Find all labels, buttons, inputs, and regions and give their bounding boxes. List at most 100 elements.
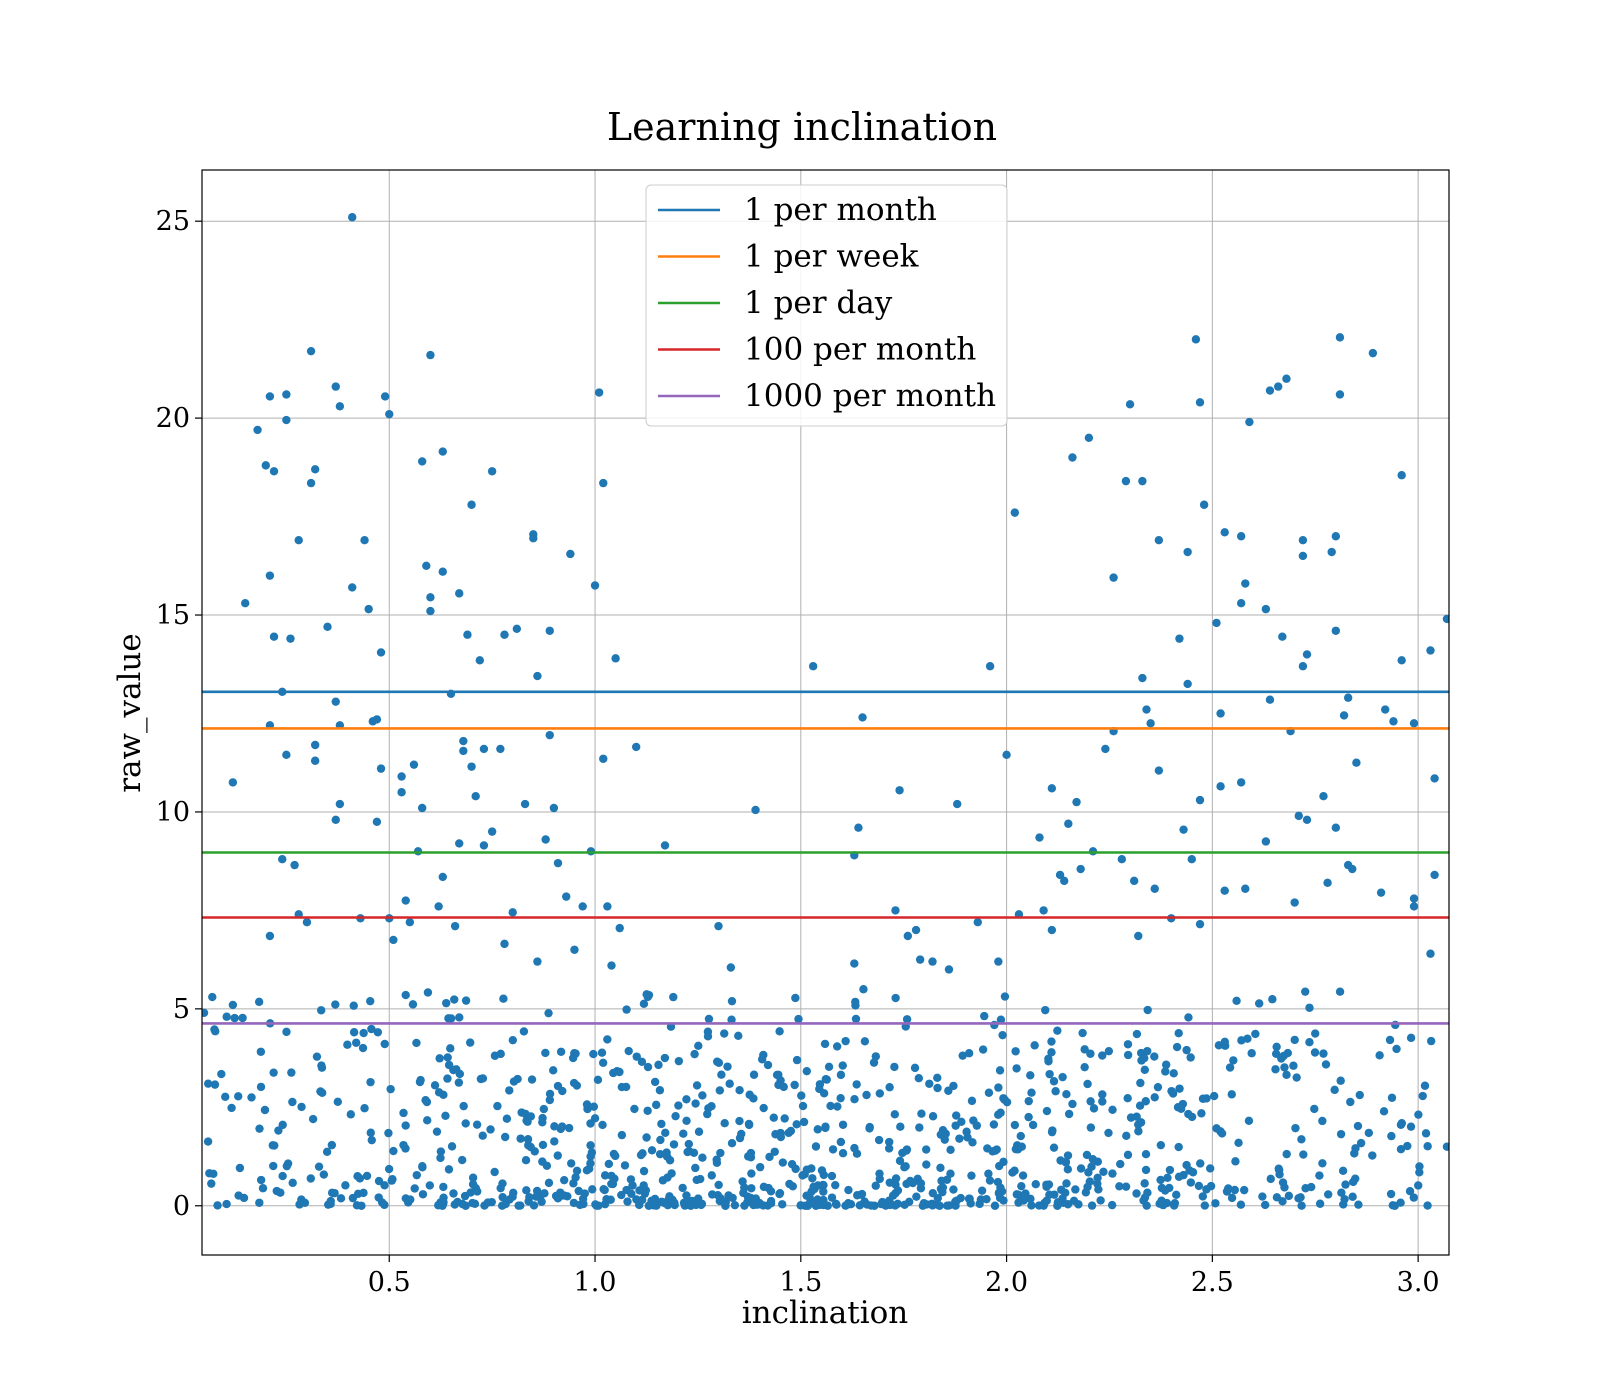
scatter-point — [725, 1079, 734, 1088]
scatter-point — [1030, 1041, 1039, 1050]
scatter-point — [1331, 626, 1341, 635]
scatter-point — [821, 1123, 830, 1133]
scatter-point — [572, 1166, 582, 1176]
scatter-point — [994, 1110, 1003, 1119]
scatter-point — [372, 817, 382, 826]
scatter-point — [479, 744, 489, 754]
scatter-point — [389, 935, 398, 945]
scatter-point — [749, 1094, 758, 1103]
scatter-point — [775, 1188, 785, 1198]
scatter-point — [802, 1066, 812, 1076]
scatter-point — [376, 764, 386, 773]
scatter-point — [952, 799, 962, 809]
scatter-point — [1290, 898, 1299, 907]
scatter-point — [766, 1187, 776, 1196]
scatter-point — [294, 535, 303, 545]
scatter-point — [348, 213, 357, 222]
scatter-point — [1132, 1029, 1142, 1039]
scatter-point — [1141, 1097, 1150, 1106]
scatter-point — [1423, 1201, 1432, 1210]
scatter-point — [1157, 1183, 1167, 1193]
scatter-point — [1302, 815, 1312, 825]
scatter-point — [310, 465, 320, 474]
scatter-point — [759, 1103, 768, 1113]
scatter-point — [388, 1175, 397, 1184]
scatter-point — [1311, 1029, 1320, 1038]
scatter-point — [359, 1028, 368, 1038]
scatter-point — [559, 1175, 569, 1185]
scatter-point — [902, 1146, 911, 1155]
scatter-point — [1176, 1104, 1186, 1114]
scatter-point — [1078, 1028, 1087, 1038]
scatter-point — [651, 1100, 661, 1110]
scatter-point — [905, 1197, 914, 1207]
scatter-point — [336, 1194, 346, 1203]
chart-title: Learning inclination — [607, 105, 997, 149]
scatter-point — [827, 1171, 837, 1181]
scatter-point — [1335, 987, 1345, 996]
scatter-point — [1154, 766, 1164, 775]
scatter-point — [1010, 508, 1020, 517]
scatter-point — [1376, 888, 1386, 897]
scatter-point — [401, 896, 410, 905]
scatter-point — [928, 1188, 938, 1198]
scatter-point — [824, 1062, 834, 1072]
scatter-point — [1028, 1120, 1038, 1130]
scatter-point — [1194, 1181, 1204, 1191]
scatter-point — [269, 467, 279, 476]
scatter-point — [1011, 1047, 1020, 1056]
scatter-point — [412, 1170, 421, 1180]
scatter-point — [769, 1113, 778, 1122]
scatter-point — [331, 382, 340, 391]
scatter-point — [805, 1193, 814, 1202]
scatter-point — [376, 648, 386, 657]
scatter-point — [1397, 656, 1406, 665]
scatter-point — [1216, 709, 1225, 718]
scatter-point — [1220, 886, 1229, 895]
scatter-point — [582, 1166, 592, 1175]
scatter-point — [447, 1142, 457, 1151]
scatter-point — [533, 671, 542, 681]
scatter-point — [746, 1148, 756, 1158]
scatter-point — [679, 1198, 689, 1208]
scatter-point — [1083, 1079, 1092, 1089]
scatter-point — [1319, 791, 1328, 801]
scatter-point — [1442, 614, 1449, 624]
scatter-point — [716, 1148, 725, 1158]
scatter-point — [210, 1080, 220, 1089]
scatter-point — [599, 1184, 608, 1194]
scatter-point — [600, 1171, 610, 1180]
scatter-point — [532, 1192, 541, 1201]
scatter-point — [1088, 1154, 1098, 1164]
scatter-point — [1244, 1116, 1254, 1126]
scatter-point — [1323, 1190, 1333, 1199]
scatter-point — [366, 1077, 375, 1087]
scatter-point — [1150, 1093, 1159, 1102]
scatter-point — [607, 1171, 616, 1181]
scatter-point — [423, 988, 433, 997]
scatter-point — [444, 1014, 453, 1023]
scatter-point — [942, 1175, 952, 1184]
scatter-point — [885, 1137, 894, 1147]
scatter-point — [323, 622, 332, 632]
scatter-point — [558, 1086, 567, 1096]
scatter-point — [891, 993, 900, 1003]
scatter-point — [903, 931, 913, 941]
scatter-point — [385, 409, 394, 419]
scatter-point — [678, 1183, 687, 1193]
scatter-point — [373, 1028, 383, 1037]
scatter-point — [1049, 1143, 1059, 1152]
scatter-point — [949, 1185, 958, 1194]
scatter-point — [682, 1095, 691, 1104]
scatter-point — [1349, 1177, 1358, 1187]
legend-label: 1 per week — [744, 239, 919, 275]
scatter-point — [617, 1130, 627, 1140]
scatter-point — [792, 1120, 801, 1129]
scatter-point — [1352, 758, 1361, 767]
scatter-point — [1327, 547, 1336, 557]
scatter-point — [423, 1116, 432, 1125]
scatter-point — [1049, 1077, 1059, 1086]
scatter-point — [486, 1125, 495, 1134]
scatter-point — [479, 841, 489, 850]
scatter-point — [348, 1193, 358, 1203]
